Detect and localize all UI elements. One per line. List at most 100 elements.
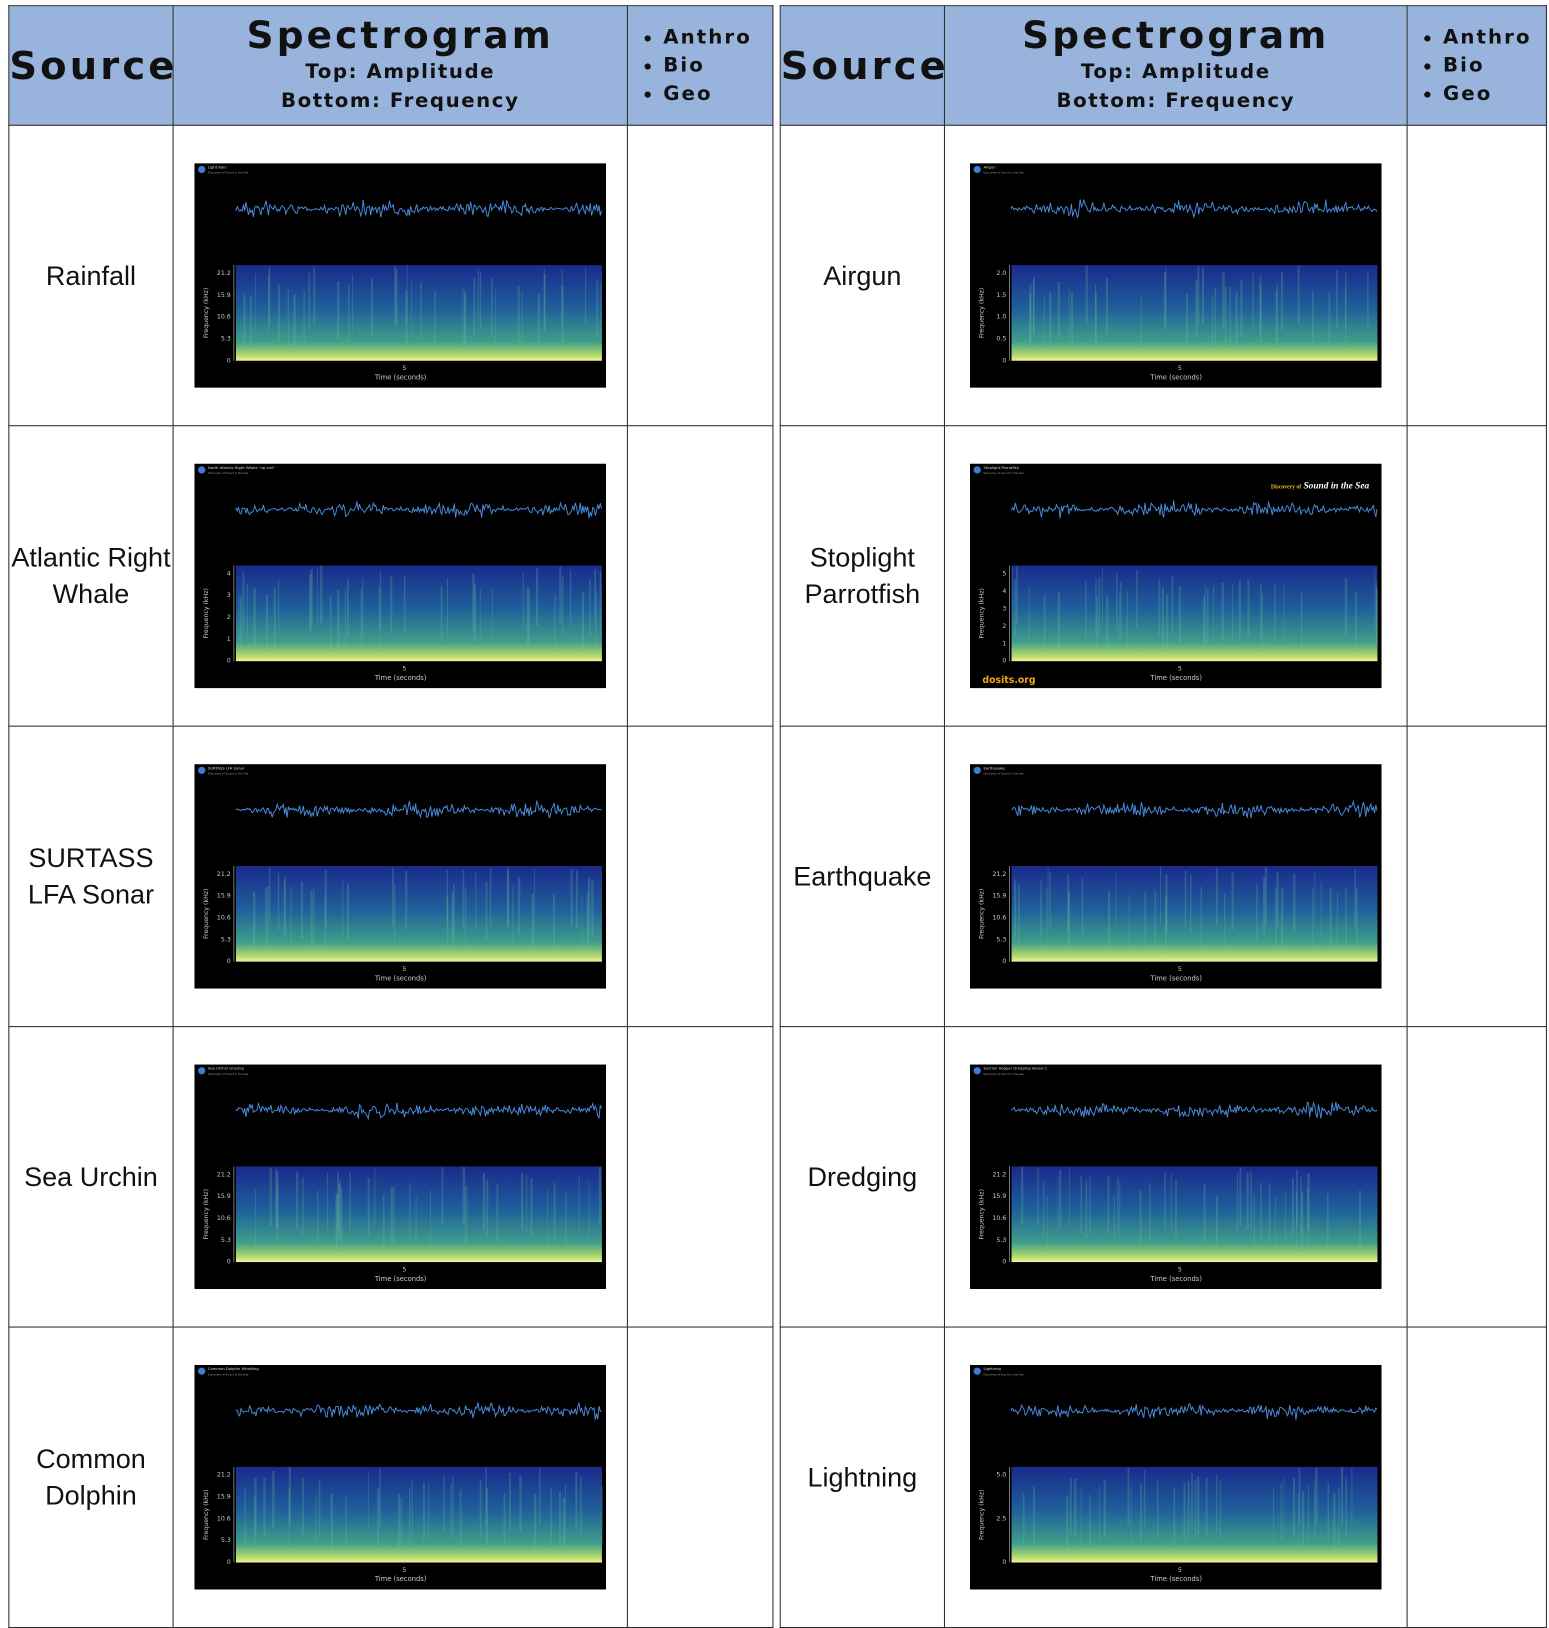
page: SourceSpectrogramTop: AmplitudeBottom: F…: [0, 0, 1549, 1627]
spectral-streak: [345, 1498, 346, 1555]
spectrogram: [236, 566, 602, 662]
x-tick-label: 5: [402, 1266, 406, 1273]
y-tick-label: 0: [1002, 958, 1006, 965]
spectral-streak: [392, 869, 394, 926]
spectral-streak: [1166, 594, 1168, 651]
category-answer-cell: [1407, 1027, 1546, 1327]
y-tick-label: 2.5: [996, 1515, 1006, 1522]
y-axis-label: Frequency (kHz): [978, 588, 985, 639]
spectral-streak: [462, 288, 463, 345]
spectral-streak: [1114, 1195, 1115, 1252]
spectral-streak: [1328, 1483, 1329, 1540]
brand-name: Sound in the Sea: [1303, 482, 1369, 492]
spectral-streak: [267, 886, 269, 943]
image-subtitle: Discovery of Sound in the Sea: [983, 1372, 1024, 1376]
spectral-streak: [575, 1472, 577, 1529]
spectral-streak: [1144, 1469, 1145, 1526]
spectrogram-image: Light RainDiscovery of Sound in the Sea2…: [194, 163, 606, 388]
spectrogram: [1012, 866, 1378, 962]
spectral-streak: [1044, 595, 1046, 652]
spectral-streak: [532, 894, 534, 951]
y-tick-label: 15.9: [992, 1193, 1006, 1200]
spectral-streak: [1131, 1486, 1132, 1543]
spectral-streak: [342, 879, 343, 936]
y-tick-label: 4: [227, 570, 231, 577]
source-name: Airgun: [780, 125, 944, 425]
category-option: Bio: [663, 51, 772, 79]
y-axis-label: Frequency (kHz): [978, 889, 985, 940]
spectral-streak: [302, 1178, 303, 1235]
spectral-streak: [486, 882, 488, 939]
spectral-streak: [1296, 1169, 1298, 1226]
y-tick-label: 0: [227, 357, 231, 364]
spectral-streak: [1149, 1184, 1150, 1241]
spectral-streak: [1260, 1183, 1262, 1240]
spectral-streak: [521, 1173, 523, 1230]
spectral-streak: [317, 1190, 318, 1247]
category-answer-cell: [627, 726, 773, 1026]
source-row: AirgunAirgunDiscovery of Sound in the Se…: [780, 125, 1546, 425]
spectral-streak: [1085, 1181, 1087, 1238]
spectrogram-cell: SURTASS LFA SonarDiscovery of Sound in t…: [173, 726, 627, 1026]
spectral-streak: [588, 877, 590, 934]
image-subtitle: Discovery of Sound in the Sea: [983, 471, 1024, 475]
spectral-streak: [1232, 584, 1233, 641]
logo: [974, 466, 981, 473]
image-subtitle: Discovery of Sound in the Sea: [983, 1072, 1024, 1076]
spectral-streak: [534, 869, 535, 926]
spectral-streak: [368, 1178, 370, 1235]
y-tick-label: 10.6: [992, 915, 1006, 922]
spectral-streak: [1119, 592, 1120, 649]
spectral-streak: [339, 1184, 341, 1241]
spectral-streak: [1269, 1184, 1271, 1241]
spectral-streak: [293, 294, 295, 351]
spectral-streak: [390, 576, 392, 633]
spectral-streak: [565, 1485, 566, 1542]
spectral-streak: [278, 873, 279, 930]
spectral-streak: [265, 887, 266, 944]
source-name: Rainfall: [9, 125, 173, 425]
spectral-streak: [1220, 1481, 1221, 1538]
spectrogram-header-bottom: Bottom: Frequency: [174, 86, 627, 115]
spectral-streak: [313, 267, 315, 324]
spectral-streak: [601, 1486, 603, 1543]
spectral-streak: [1086, 265, 1088, 322]
category-answer-cell: [627, 1327, 773, 1627]
spectral-streak: [1106, 278, 1108, 335]
spectral-streak: [1327, 1194, 1329, 1251]
spectral-streak: [1140, 1483, 1142, 1540]
spectral-streak: [1129, 895, 1130, 952]
spectral-streak: [1102, 569, 1103, 626]
spectral-streak: [1355, 593, 1357, 650]
logo: [198, 1368, 205, 1375]
spectral-streak: [313, 889, 314, 946]
spectral-streak: [450, 1484, 451, 1541]
spectral-streak: [245, 1489, 246, 1546]
spectral-streak: [534, 1494, 536, 1551]
spectral-streak: [288, 289, 289, 346]
spectrogram-cell: Common Dolphin WhistlingDiscovery of Sou…: [173, 1327, 627, 1627]
spectral-streak: [1345, 578, 1347, 635]
spectral-streak: [1116, 574, 1117, 631]
y-tick-label: 0.5: [996, 335, 1006, 342]
spectral-streak: [394, 885, 395, 942]
spectral-streak: [527, 588, 529, 645]
logo: [198, 1067, 205, 1074]
spectral-streak: [483, 1173, 485, 1230]
spectral-streak: [1293, 1478, 1295, 1535]
image-title: Lightning: [983, 1367, 1001, 1371]
category-answer-cell: [1407, 1327, 1546, 1627]
spectral-streak: [1316, 1468, 1318, 1525]
y-tick-label: 2: [227, 614, 231, 621]
spectral-streak: [491, 278, 493, 335]
y-tick-label: 21.2: [217, 1472, 231, 1479]
spectral-streak: [266, 594, 268, 651]
spectral-streak: [1074, 1479, 1076, 1536]
spectral-streak: [1359, 1190, 1361, 1247]
header-row: SourceSpectrogramTop: AmplitudeBottom: F…: [9, 6, 773, 126]
image-subtitle: Discovery of Sound in the Sea: [983, 171, 1024, 175]
spectral-streak: [1213, 585, 1214, 642]
y-tick-label: 0: [1002, 1259, 1006, 1266]
category-option: Anthro: [663, 23, 772, 51]
